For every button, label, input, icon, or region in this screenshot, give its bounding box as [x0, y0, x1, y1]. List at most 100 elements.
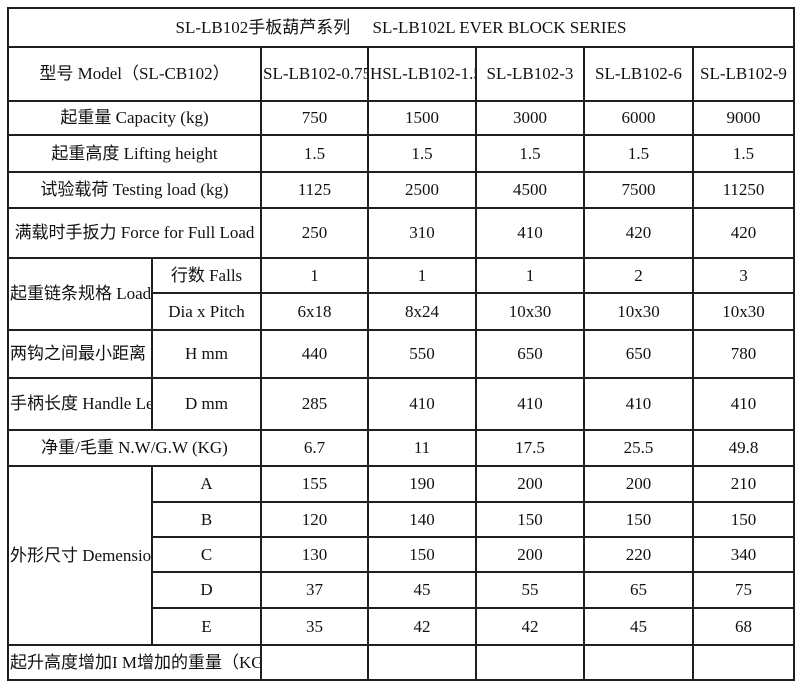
force-full-load-value: 410 — [475, 207, 585, 259]
additional-weight-value — [367, 644, 477, 681]
capacity-label: 起重量 Capacity (kg) — [7, 100, 262, 136]
net-gross-weight-value: 25.5 — [583, 429, 694, 467]
dimension-value: 210 — [692, 465, 795, 503]
falls-value: 1 — [367, 257, 477, 294]
headroom-label: 两钩之间最小距离 Hmin Headromm — [7, 329, 153, 379]
dimension-value: 42 — [475, 607, 585, 646]
headroom-row: 两钩之间最小距离 Hmin Headromm H mm 440 550 650 … — [7, 329, 795, 379]
dimension-sub-label: B — [151, 501, 262, 538]
handle-length-value: 410 — [367, 377, 477, 431]
additional-weight-label: 起升高度增加I M增加的重量（KG） Additional weight per… — [7, 644, 262, 681]
dimension-value: 65 — [583, 571, 694, 609]
falls-value: 1 — [260, 257, 369, 294]
handle-length-value: 285 — [260, 377, 369, 431]
additional-weight-value — [583, 644, 694, 681]
headroom-value: 650 — [475, 329, 585, 379]
load-chain-group-label: 起重链条规格 Load Chain — [7, 257, 153, 331]
table-title: SL-LB102手板葫芦系列 SL-LB102L EVER BLOCK SERI… — [7, 7, 795, 48]
dia-pitch-value: 10x30 — [583, 292, 694, 331]
dimension-value: 68 — [692, 607, 795, 646]
dimension-a-row: 外形尺寸 Demension (mm) A 155 190 200 200 21… — [7, 465, 795, 646]
dimension-c-row: C 130 150 200 220 340 — [8, 536, 795, 573]
dimension-value: 190 — [367, 465, 477, 503]
headroom-sub-label: H mm — [151, 329, 262, 379]
lifting-height-value: 1.5 — [475, 134, 585, 173]
model-name: SL-LB102-0.75 — [260, 46, 369, 102]
testing-load-label: 试验载荷 Testing load (kg) — [7, 171, 262, 209]
dimension-e-row: E 35 42 42 45 68 — [8, 607, 795, 646]
handle-length-value: 410 — [475, 377, 585, 431]
lifting-height-value: 1.5 — [260, 134, 369, 173]
model-header-row: 型号 Model（SL-CB102） SL-LB102-0.75 HSL-LB1… — [7, 46, 795, 102]
dia-pitch-label: Dia x Pitch — [151, 292, 262, 331]
dimension-value: 150 — [367, 536, 477, 573]
dimension-value: 200 — [475, 465, 585, 503]
handle-length-sub-label: D mm — [151, 377, 262, 431]
additional-weight-value — [692, 644, 795, 681]
capacity-value: 9000 — [692, 100, 795, 136]
dimension-sub-label: E — [151, 607, 262, 646]
dimension-value: 45 — [583, 607, 694, 646]
model-name: SL-LB102-9 — [692, 46, 795, 102]
handle-length-row: 手柄长度 Handle Length D mm 285 410 410 410 … — [7, 377, 795, 431]
load-chain-falls-row: 起重链条规格 Load Chain 行数 Falls 1 1 1 2 3 — [7, 257, 795, 331]
dimension-value: 155 — [260, 465, 369, 503]
net-gross-weight-row: 净重/毛重 N.W/G.W (KG) 6.7 11 17.5 25.5 49.8 — [7, 429, 795, 467]
net-gross-weight-value: 17.5 — [475, 429, 585, 467]
testing-load-value: 7500 — [583, 171, 694, 209]
testing-load-value: 1125 — [260, 171, 369, 209]
lifting-height-value: 1.5 — [367, 134, 477, 173]
headroom-value: 780 — [692, 329, 795, 379]
net-gross-weight-value: 49.8 — [692, 429, 795, 467]
headroom-value: 650 — [583, 329, 694, 379]
handle-length-value: 410 — [692, 377, 795, 431]
dimension-value: 42 — [367, 607, 477, 646]
force-full-load-row: 满载时手扳力 Force for Full Load 250 310 410 4… — [7, 207, 795, 259]
falls-value: 2 — [583, 257, 694, 294]
handle-length-label: 手柄长度 Handle Length — [7, 377, 153, 431]
net-gross-weight-value: 6.7 — [260, 429, 369, 467]
lifting-height-label: 起重高度 Lifting height — [7, 134, 262, 173]
dimension-value: 150 — [583, 501, 694, 538]
title-row: SL-LB102手板葫芦系列 SL-LB102L EVER BLOCK SERI… — [7, 7, 795, 48]
testing-load-value: 11250 — [692, 171, 795, 209]
dimension-value: 220 — [583, 536, 694, 573]
force-full-load-value: 310 — [367, 207, 477, 259]
falls-value: 1 — [475, 257, 585, 294]
model-name: HSL-LB102-1.5 — [367, 46, 477, 102]
dia-pitch-value: 6x18 — [260, 292, 369, 331]
dia-pitch-value: 10x30 — [475, 292, 585, 331]
dimension-d-row: D 37 45 55 65 75 — [8, 571, 795, 609]
falls-value: 3 — [692, 257, 795, 294]
dimension-sub-label: A — [151, 465, 262, 503]
additional-weight-value — [475, 644, 585, 681]
dimension-value: 55 — [475, 571, 585, 609]
dimension-value: 200 — [583, 465, 694, 503]
net-gross-weight-label: 净重/毛重 N.W/G.W (KG) — [7, 429, 262, 467]
falls-label: 行数 Falls — [151, 257, 262, 294]
dimension-value: 35 — [260, 607, 369, 646]
dimension-sub-label: C — [151, 536, 262, 573]
force-full-load-label: 满载时手扳力 Force for Full Load — [7, 207, 262, 259]
dimension-value: 130 — [260, 536, 369, 573]
headroom-value: 550 — [367, 329, 477, 379]
dimension-value: 150 — [692, 501, 795, 538]
force-full-load-value: 420 — [692, 207, 795, 259]
handle-length-value: 410 — [583, 377, 694, 431]
dia-pitch-value: 8x24 — [367, 292, 477, 331]
capacity-value: 6000 — [583, 100, 694, 136]
capacity-row: 起重量 Capacity (kg) 750 1500 3000 6000 900… — [7, 100, 795, 136]
additional-weight-value — [260, 644, 369, 681]
lifting-height-value: 1.5 — [583, 134, 694, 173]
dimension-value: 120 — [260, 501, 369, 538]
load-chain-dia-pitch-row: Dia x Pitch 6x18 8x24 10x30 10x30 10x30 — [8, 292, 795, 331]
testing-load-row: 试验载荷 Testing load (kg) 1125 2500 4500 75… — [7, 171, 795, 209]
dimension-value: 37 — [260, 571, 369, 609]
title-chinese: SL-LB102手板葫芦系列 — [175, 17, 351, 37]
headroom-value: 440 — [260, 329, 369, 379]
dia-pitch-value: 10x30 — [692, 292, 795, 331]
dimension-group-label: 外形尺寸 Demension (mm) — [7, 465, 153, 646]
capacity-value: 1500 — [367, 100, 477, 136]
force-full-load-value: 250 — [260, 207, 369, 259]
title-english: SL-LB102L EVER BLOCK SERIES — [372, 17, 627, 37]
